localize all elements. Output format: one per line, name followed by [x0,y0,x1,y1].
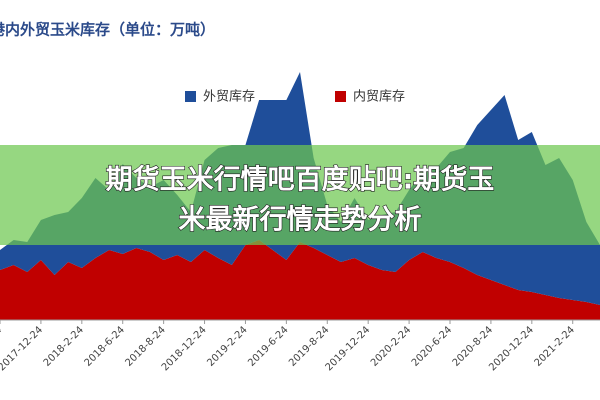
x-tick-label: 2021-2-24 [533,324,577,368]
banner-text: 期货玉米行情吧百度贴吧:期货玉 [106,164,495,196]
area [0,240,600,320]
legend: 外贸库存 内贸库存 [185,89,405,105]
banner-text: 米最新行情走势分析 [179,204,422,236]
legend-swatch [185,91,196,102]
x-tick-label: 2020-8-24 [451,324,495,368]
x-tick-label: 2018-2-24 [42,324,86,368]
x-tick-label: 2018-8-24 [123,324,167,368]
x-tick-label: 2018-6-24 [83,324,127,368]
x-tick-label: 2019-2-24 [205,324,249,368]
legend-label: 内贸库存 [353,89,405,105]
chart-title: 港内外贸玉米库存（单位：万吨） [0,21,215,39]
banner [0,145,600,245]
x-tick-label: 2020-6-24 [410,324,454,368]
legend-swatch [335,91,346,102]
x-tick-label: 2019-6-24 [246,324,290,368]
x-tick-label: 2020-2-24 [369,324,413,368]
x-tick-label: 2019-8-24 [287,324,331,368]
x-axis: 2017-8-242017-12-242018-2-242018-6-24201… [0,319,600,373]
legend-label: 外贸库存 [203,89,255,105]
x-tick-label: 2017-12-24 [0,324,45,373]
